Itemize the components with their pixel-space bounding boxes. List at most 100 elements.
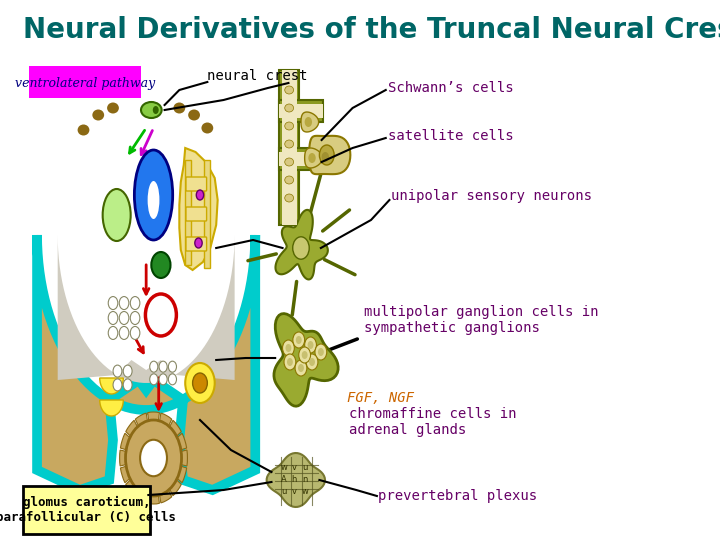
Ellipse shape	[78, 125, 89, 136]
Circle shape	[197, 190, 204, 200]
Wedge shape	[153, 458, 181, 496]
Text: ventrolateral pathway: ventrolateral pathway	[15, 78, 155, 91]
Wedge shape	[120, 458, 153, 483]
Wedge shape	[153, 420, 181, 458]
Polygon shape	[274, 314, 338, 406]
Ellipse shape	[107, 103, 119, 113]
Circle shape	[308, 153, 315, 163]
Circle shape	[195, 238, 202, 248]
Circle shape	[168, 361, 176, 372]
Ellipse shape	[284, 86, 294, 94]
FancyBboxPatch shape	[279, 104, 323, 118]
Circle shape	[315, 344, 327, 360]
Ellipse shape	[202, 123, 213, 133]
Circle shape	[320, 145, 334, 165]
Ellipse shape	[284, 158, 294, 166]
Text: FGF, NGF: FGF, NGF	[348, 391, 415, 405]
Text: u: u	[302, 463, 307, 472]
Wedge shape	[120, 433, 153, 458]
Ellipse shape	[148, 181, 159, 219]
Text: Schwann’s cells: Schwann’s cells	[388, 81, 513, 95]
Wedge shape	[126, 458, 153, 496]
Wedge shape	[99, 378, 123, 394]
Text: w: w	[301, 488, 308, 496]
FancyBboxPatch shape	[282, 70, 297, 225]
Polygon shape	[266, 453, 325, 507]
Circle shape	[151, 252, 171, 278]
Wedge shape	[135, 413, 153, 458]
Text: glomus caroticum,
parafollicular (C) cells: glomus caroticum, parafollicular (C) cel…	[0, 496, 176, 524]
FancyBboxPatch shape	[279, 70, 300, 225]
Circle shape	[108, 312, 118, 325]
Text: multipolar ganglion cells in
sympathetic ganglions: multipolar ganglion cells in sympathetic…	[364, 305, 598, 335]
Circle shape	[318, 348, 324, 356]
Circle shape	[306, 354, 318, 370]
Circle shape	[140, 440, 167, 476]
Ellipse shape	[188, 110, 200, 120]
Ellipse shape	[284, 140, 294, 148]
Circle shape	[130, 296, 140, 309]
FancyBboxPatch shape	[186, 207, 207, 221]
Text: h: h	[292, 476, 297, 484]
Text: Neural Derivatives of the Truncal Neural Crest: Neural Derivatives of the Truncal Neural…	[23, 16, 720, 44]
Polygon shape	[276, 210, 328, 279]
Polygon shape	[309, 136, 351, 174]
Ellipse shape	[284, 176, 294, 184]
Circle shape	[113, 379, 122, 391]
Circle shape	[150, 361, 158, 372]
Ellipse shape	[174, 103, 185, 113]
FancyBboxPatch shape	[186, 237, 207, 251]
Ellipse shape	[135, 150, 173, 240]
Circle shape	[159, 361, 167, 372]
Ellipse shape	[284, 122, 294, 130]
Circle shape	[113, 365, 122, 377]
Circle shape	[120, 296, 129, 309]
FancyBboxPatch shape	[23, 486, 150, 534]
Text: unipolar sensory neurons: unipolar sensory neurons	[391, 189, 592, 203]
Circle shape	[120, 312, 129, 325]
Text: satellite cells: satellite cells	[388, 129, 513, 143]
Circle shape	[282, 340, 294, 356]
Wedge shape	[153, 458, 172, 503]
Wedge shape	[148, 412, 159, 458]
FancyBboxPatch shape	[29, 66, 141, 98]
Ellipse shape	[103, 189, 130, 241]
Ellipse shape	[284, 194, 294, 202]
Circle shape	[159, 374, 167, 385]
FancyBboxPatch shape	[279, 148, 323, 170]
Circle shape	[130, 327, 140, 340]
Text: u: u	[282, 488, 287, 496]
Polygon shape	[58, 235, 235, 383]
Wedge shape	[120, 450, 153, 466]
Circle shape	[125, 420, 181, 496]
Circle shape	[322, 152, 329, 162]
Circle shape	[298, 364, 304, 372]
Circle shape	[193, 373, 207, 393]
Circle shape	[305, 117, 312, 127]
FancyBboxPatch shape	[279, 100, 323, 122]
Text: n: n	[302, 476, 307, 484]
Text: prevertebral plexus: prevertebral plexus	[379, 489, 538, 503]
Circle shape	[120, 327, 129, 340]
Polygon shape	[185, 160, 191, 265]
Circle shape	[293, 332, 305, 348]
Polygon shape	[305, 148, 323, 168]
Text: v: v	[292, 463, 297, 472]
FancyBboxPatch shape	[186, 177, 207, 191]
Text: w: w	[281, 463, 287, 472]
Polygon shape	[179, 148, 217, 270]
Wedge shape	[153, 413, 172, 458]
Wedge shape	[148, 458, 159, 504]
Wedge shape	[153, 450, 187, 466]
Ellipse shape	[284, 104, 294, 112]
Wedge shape	[99, 400, 123, 416]
Circle shape	[287, 358, 293, 366]
Wedge shape	[126, 420, 153, 458]
Polygon shape	[204, 160, 210, 268]
Circle shape	[299, 347, 310, 363]
Circle shape	[295, 360, 307, 376]
Text: A: A	[281, 476, 287, 484]
Circle shape	[185, 363, 215, 403]
Circle shape	[130, 312, 140, 325]
Polygon shape	[301, 112, 319, 132]
